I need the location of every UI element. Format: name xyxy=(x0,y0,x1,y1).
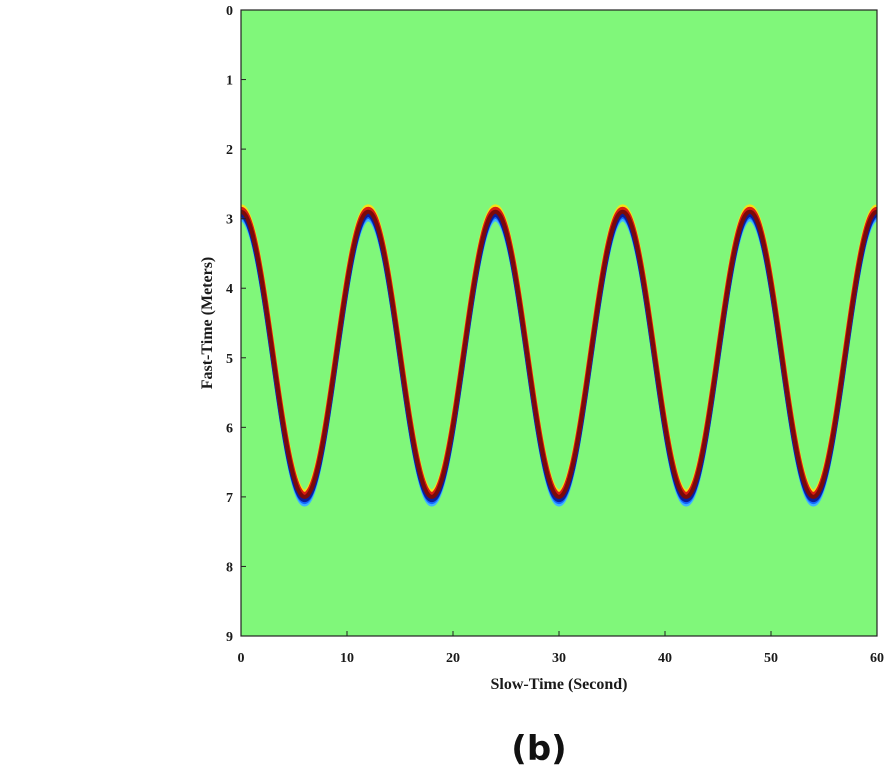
x-tick-label: 40 xyxy=(658,651,672,666)
y-axis-label: Fast-Time (Meters) xyxy=(199,257,216,390)
x-tick-label: 50 xyxy=(764,651,778,666)
x-tick-label: 10 xyxy=(340,651,354,666)
y-tick-label: 0 xyxy=(226,4,233,19)
x-tick-label: 0 xyxy=(238,651,245,666)
y-tick-label: 2 xyxy=(226,143,233,158)
plot-background xyxy=(241,10,877,636)
x-tick-label: 20 xyxy=(446,651,460,666)
panel-label: (b) xyxy=(511,729,566,769)
plot-area xyxy=(239,9,879,637)
x-axis-label: Slow-Time (Second) xyxy=(490,676,627,693)
y-tick-label: 7 xyxy=(226,491,233,506)
y-tick-label: 8 xyxy=(226,560,233,575)
signal-band-dark-red xyxy=(240,209,878,499)
x-axis: 0 10 20 30 40 50 60 xyxy=(238,631,884,666)
y-tick-label: 9 xyxy=(226,630,233,645)
y-tick-label: 5 xyxy=(226,352,233,367)
y-tick-label: 1 xyxy=(226,74,233,89)
x-tick-label: 60 xyxy=(870,651,884,666)
y-axis: 0 1 2 3 4 5 6 7 8 9 xyxy=(226,4,246,645)
y-tick-label: 6 xyxy=(226,421,233,436)
y-tick-label: 3 xyxy=(226,213,233,228)
signal-bands xyxy=(239,204,879,507)
y-tick-label: 4 xyxy=(226,282,233,297)
x-tick-label: 30 xyxy=(552,651,566,666)
